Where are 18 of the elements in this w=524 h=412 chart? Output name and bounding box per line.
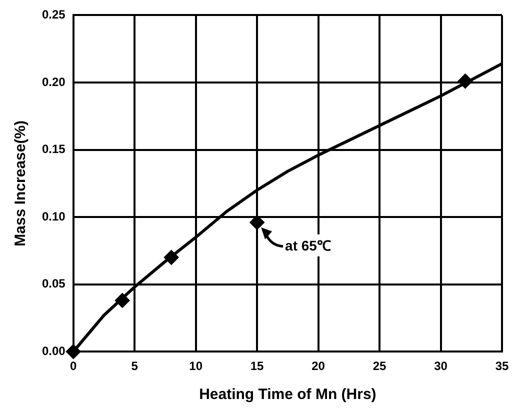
x-tick-label: 5 [131, 359, 138, 374]
x-tick-label: 25 [372, 359, 387, 374]
y-tick-label: 0.20 [42, 74, 66, 89]
x-tick-label: 0 [70, 359, 78, 374]
y-tick-label: 0.05 [42, 276, 66, 291]
x-tick-label: 15 [250, 359, 264, 374]
x-tick-label: 20 [312, 359, 326, 374]
y-tick-label: 0.25 [42, 8, 66, 22]
x-tick-label: 10 [189, 359, 203, 374]
x-axis-title: Heating Time of Mn (Hrs) [199, 386, 376, 404]
y-axis-title: Mass Increase(%) [12, 120, 30, 246]
point [250, 214, 265, 230]
x-tick-label: 35 [495, 359, 509, 374]
y-tick-label: 0.15 [42, 142, 66, 156]
y-tick-label: 0.00 [42, 344, 66, 358]
y-tick-label: 0.10 [42, 209, 66, 224]
x-tick-label: 30 [434, 359, 448, 374]
annotation: at 65℃ [285, 237, 331, 254]
